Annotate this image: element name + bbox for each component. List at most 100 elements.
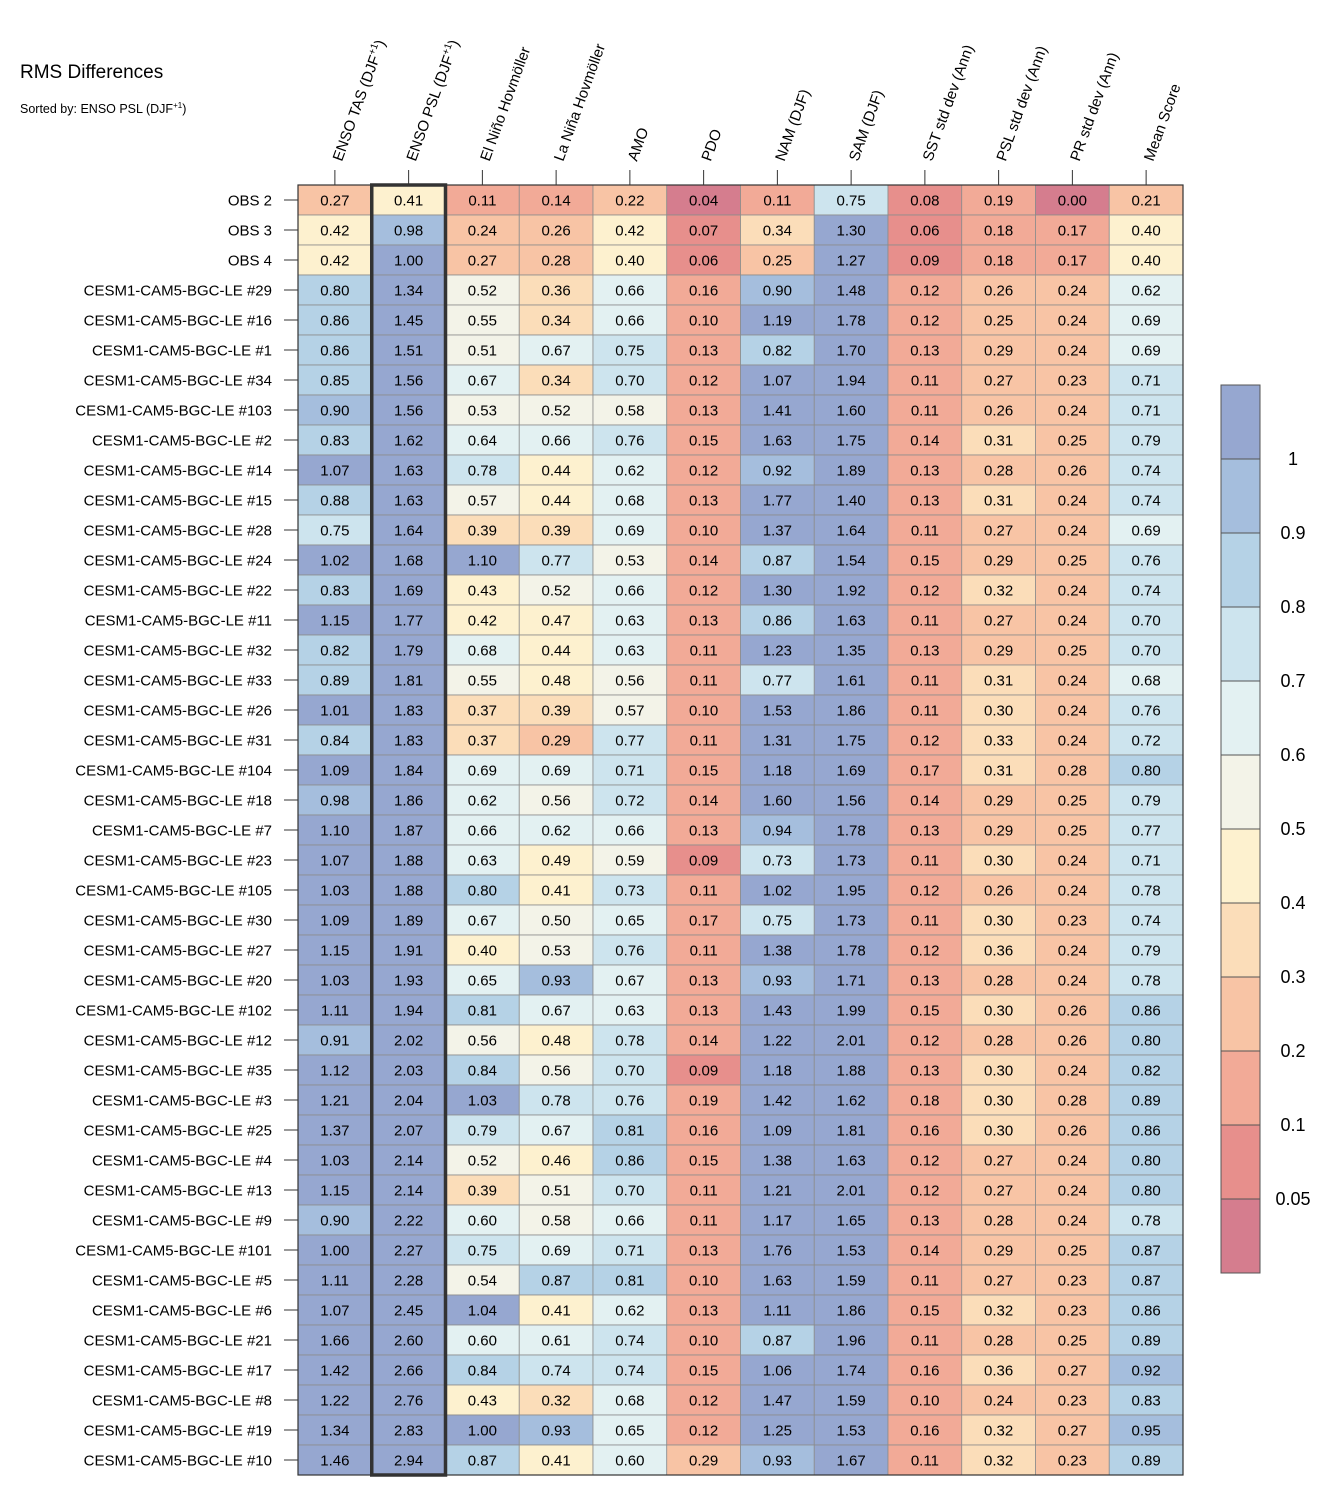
- heatmap-cell: [445, 1414, 520, 1446]
- heatmap-cell: [518, 1024, 594, 1056]
- heatmap-cell: [297, 1264, 373, 1296]
- colorbar-bin: [1221, 533, 1260, 607]
- cell-value: 0.83: [320, 433, 349, 450]
- cell-value: 1.23: [763, 643, 792, 660]
- cell-value: 2.14: [394, 1153, 423, 1170]
- heatmap-cell: [445, 1114, 520, 1146]
- heatmap-cell: [666, 964, 741, 996]
- cell-value: 0.71: [615, 1243, 644, 1260]
- cell-value: 1.69: [394, 583, 423, 600]
- heatmap-cell: [666, 604, 741, 636]
- cell-value: 0.78: [1132, 973, 1161, 990]
- heatmap-cell: [813, 994, 889, 1026]
- heatmap-cell: [887, 544, 963, 576]
- cell-value: 0.56: [468, 1033, 497, 1050]
- heatmap-cell: [961, 544, 1036, 576]
- column-label: PDO: [698, 127, 725, 163]
- heatmap-cell: [1108, 754, 1184, 786]
- cell-value: 0.28: [984, 463, 1013, 480]
- heatmap-cell: [371, 634, 446, 666]
- cell-value: 0.24: [1058, 403, 1087, 420]
- cell-value: 1.56: [394, 403, 423, 420]
- heatmap-cell: [518, 424, 594, 456]
- cell-value: 1.18: [763, 1063, 792, 1080]
- cell-value: 0.30: [984, 853, 1013, 870]
- heatmap-cell: [592, 574, 668, 606]
- cell-value: 1.84: [394, 763, 423, 780]
- heatmap-cell: [1108, 784, 1184, 816]
- cell-value: 0.00: [1058, 193, 1087, 210]
- cell-value: 0.15: [689, 1363, 718, 1380]
- heatmap-cell: [371, 514, 446, 546]
- cell-value: 1.15: [320, 1183, 349, 1200]
- heatmap-cell: [887, 994, 963, 1026]
- cell-value: 1.63: [837, 613, 866, 630]
- cell-value: 1.15: [320, 943, 349, 960]
- heatmap-cell: [1035, 394, 1110, 426]
- cell-value: 0.63: [615, 613, 644, 630]
- cell-value: 0.87: [763, 553, 792, 570]
- colorbar-bin: [1221, 607, 1260, 681]
- cell-value: 0.14: [689, 793, 718, 810]
- cell-value: 1.99: [837, 1003, 866, 1020]
- cell-value: 1.40: [837, 493, 866, 510]
- heatmap-cell: [518, 364, 594, 396]
- heatmap-cell: [592, 484, 668, 516]
- heatmap-cell: [813, 274, 889, 306]
- cell-value: 1.60: [763, 793, 792, 810]
- cell-value: 0.48: [542, 1033, 571, 1050]
- cell-value: 0.13: [910, 643, 939, 660]
- heatmap-cell: [371, 214, 446, 246]
- cell-value: 0.12: [689, 373, 718, 390]
- cell-value: 0.26: [984, 283, 1013, 300]
- cell-value: 1.02: [763, 883, 792, 900]
- cell-value: 1.34: [320, 1423, 349, 1440]
- cell-value: 0.31: [984, 433, 1013, 450]
- cell-value: 0.69: [1132, 523, 1161, 540]
- cell-value: 1.63: [394, 493, 423, 510]
- heatmap-cell: [666, 1114, 741, 1146]
- cell-value: 1.93: [394, 973, 423, 990]
- heatmap-cell: [813, 544, 889, 576]
- cell-value: 0.75: [615, 343, 644, 360]
- heatmap-cell: [1108, 514, 1184, 546]
- cell-value: 0.63: [615, 643, 644, 660]
- cell-value: 0.86: [320, 313, 349, 330]
- cell-value: 0.12: [910, 313, 939, 330]
- heatmap-cell: [592, 1444, 668, 1476]
- cell-value: 0.25: [1058, 823, 1087, 840]
- heatmap-cell: [813, 1354, 889, 1386]
- cell-value: 0.62: [615, 1303, 644, 1320]
- row-label: CESM1-CAM5-BGC-LE #2: [92, 433, 272, 450]
- heatmap-cell: [297, 364, 373, 396]
- cell-value: 1.71: [837, 973, 866, 990]
- cell-value: 0.32: [984, 1453, 1013, 1470]
- cell-value: 0.59: [615, 853, 644, 870]
- cell-value: 2.22: [394, 1213, 423, 1230]
- heatmap-cell: [666, 694, 741, 726]
- cell-value: 0.63: [615, 1003, 644, 1020]
- column-label: Mean Score: [1141, 82, 1185, 164]
- cell-value: 0.69: [468, 763, 497, 780]
- heatmap-cell: [297, 814, 373, 846]
- cell-value: 2.01: [837, 1033, 866, 1050]
- cell-value: 1.03: [320, 973, 349, 990]
- heatmap-cell: [961, 214, 1036, 246]
- cell-value: 0.28: [984, 973, 1013, 990]
- cell-value: 1.09: [320, 913, 349, 930]
- heatmap-cell: [1035, 544, 1110, 576]
- cell-value: 1.27: [837, 253, 866, 270]
- heatmap-cell: [1108, 274, 1184, 306]
- cell-value: 1.63: [763, 433, 792, 450]
- heatmap-cell: [371, 844, 446, 876]
- cell-value: 0.14: [689, 553, 718, 570]
- cell-value: 1.62: [394, 433, 423, 450]
- heatmap-cell: [666, 1444, 741, 1476]
- heatmap-cell: [666, 1294, 741, 1326]
- heatmap-cell: [518, 934, 594, 966]
- cell-value: 1.61: [837, 673, 866, 690]
- heatmap-cell: [740, 1204, 815, 1236]
- cell-value: 0.13: [910, 823, 939, 840]
- column-label: PR std dev (Ann): [1067, 50, 1122, 163]
- cell-value: 0.11: [911, 403, 939, 420]
